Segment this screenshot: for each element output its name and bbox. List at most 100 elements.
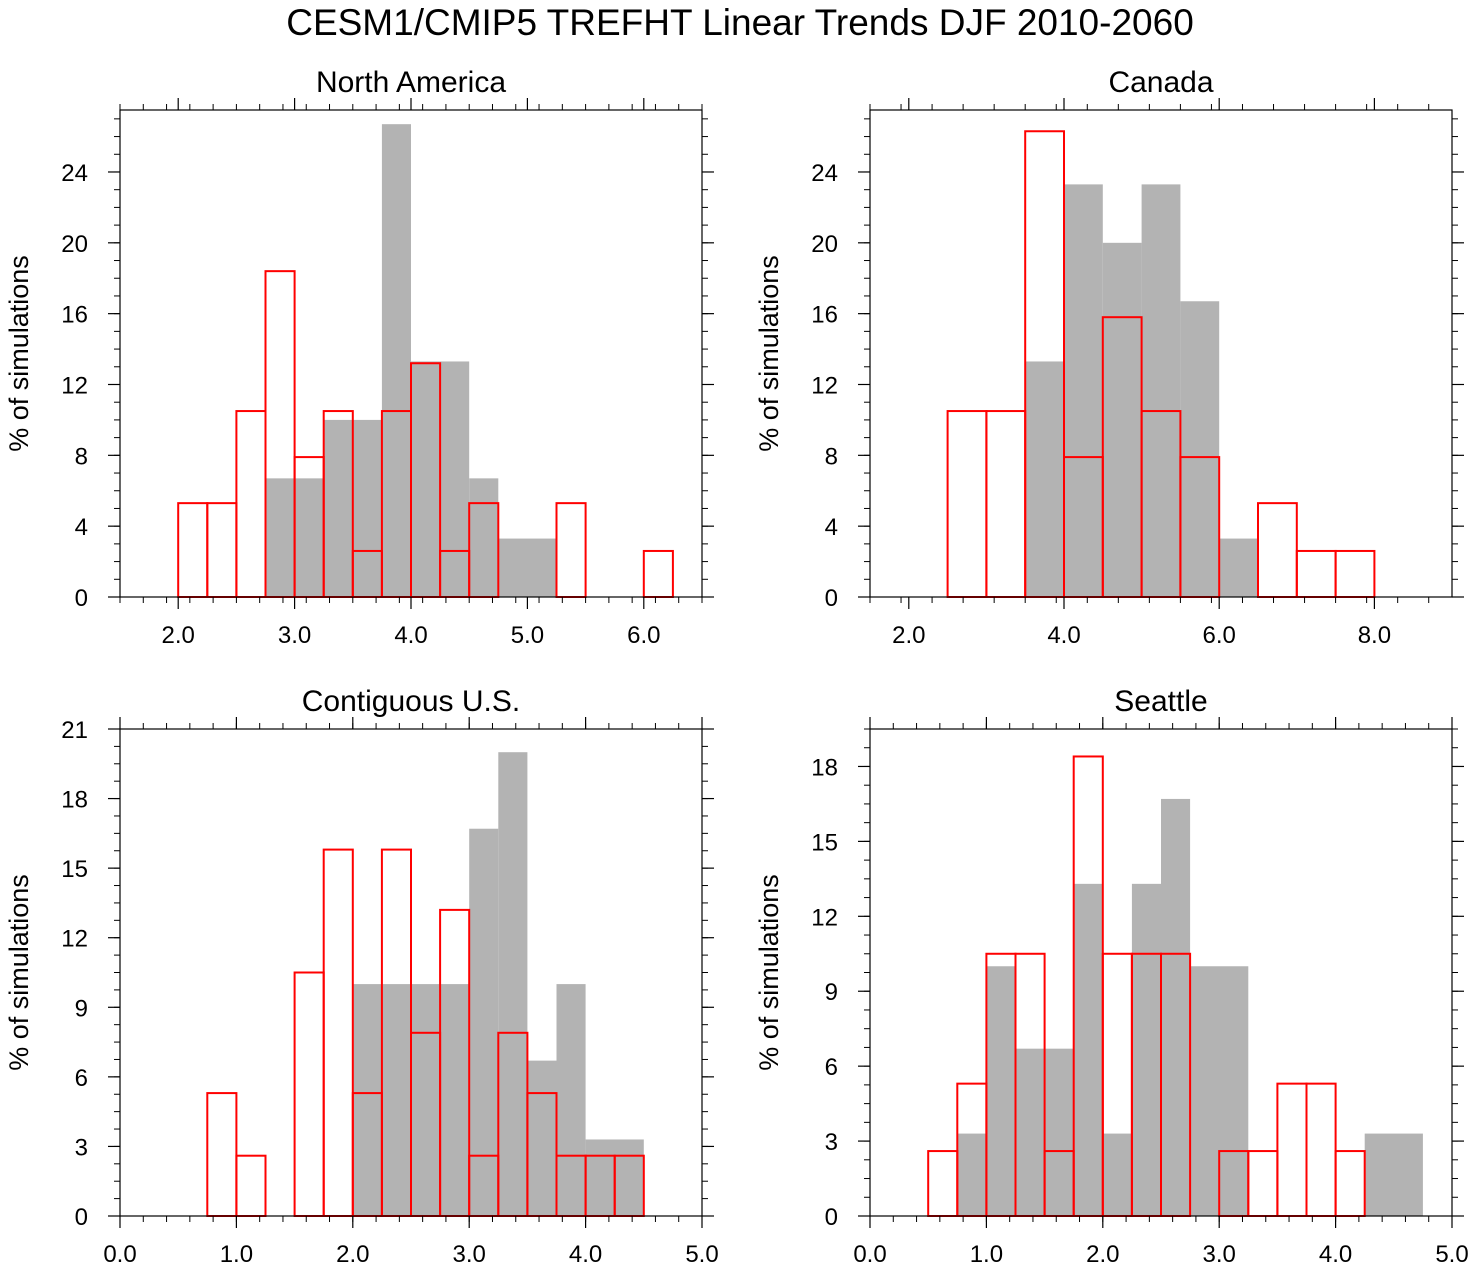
- x-tick-label: 2.0: [1086, 1241, 1119, 1268]
- panel-1: 2.0 4.0 6.0 8.0 0 4 8 12 16 20 24 Canada % of simula…: [754, 66, 1464, 649]
- y-tick-label: 0: [825, 585, 838, 612]
- x-tick-label: 5.0: [685, 1241, 718, 1268]
- bar-cesm1-4: [556, 984, 586, 1216]
- bar-cmip5-7: [1257, 502, 1298, 598]
- y-tick-label: 9: [75, 995, 88, 1022]
- bar-cesm1-4: [1180, 301, 1220, 597]
- x-tick-label: 3.0: [278, 622, 311, 649]
- bar-cmip5-3: [322, 848, 354, 1217]
- bar-cesm1-6: [1161, 798, 1191, 1216]
- bar-cmip5-1: [235, 1154, 267, 1217]
- bar-cesm1-8: [1364, 1133, 1423, 1216]
- panel-3: 0.0 1.0 2.0 3.0 4.0 5.0 0 3 6 9 12 15 18 Seattle % of …: [754, 685, 1469, 1268]
- bar-cmip5-2: [293, 971, 325, 1217]
- bar-cesm1-2: [498, 752, 528, 1216]
- y-tick-label: 6: [75, 1065, 88, 1092]
- y-tick-label: 8: [75, 443, 88, 470]
- panel-title: North America: [316, 66, 506, 99]
- panel-title: Canada: [1108, 66, 1213, 99]
- x-tick-label: 3.0: [1203, 1241, 1236, 1268]
- bar-cmip5-9: [1334, 549, 1376, 598]
- series-cesm1: [1025, 184, 1258, 598]
- y-tick-label: 12: [61, 926, 88, 953]
- bar-cmip5-13: [1334, 1150, 1366, 1217]
- x-tick-label: 2.0: [336, 1241, 369, 1268]
- bar-cmip5-2: [235, 410, 267, 598]
- x-tick-label: 4.0: [394, 622, 427, 649]
- bar-cesm1-0: [957, 1133, 987, 1216]
- bar-cesm1-1: [1064, 184, 1103, 598]
- y-tick-label: 24: [61, 160, 88, 187]
- x-tick-label: 4.0: [569, 1241, 602, 1268]
- y-tick-label: 0: [75, 585, 88, 612]
- y-axis-label: % of simulations: [4, 255, 34, 452]
- y-tick-label: 0: [825, 1204, 838, 1231]
- y-tick-label: 3: [75, 1134, 88, 1161]
- y-tick-label: 6: [825, 1054, 838, 1081]
- y-tick-label: 18: [61, 787, 88, 814]
- y-tick-label: 18: [811, 754, 838, 781]
- bar-cmip5-0: [927, 1150, 959, 1217]
- series-cesm1: [957, 798, 1423, 1216]
- x-tick-label: 5.0: [511, 622, 544, 649]
- bar-cesm1-1: [469, 828, 499, 1216]
- x-tick-label: 2.0: [162, 622, 195, 649]
- x-tick-label: 5.0: [1435, 1241, 1468, 1268]
- bar-cesm1-2: [1102, 242, 1142, 597]
- bar-cmip5-0: [206, 1092, 238, 1217]
- bar-cesm1-5: [498, 538, 557, 597]
- bar-cesm1-5: [1219, 538, 1258, 597]
- y-tick-label: 0: [75, 1204, 88, 1231]
- bar-cmip5-11: [555, 502, 587, 598]
- x-tick-label: 6.0: [627, 622, 660, 649]
- y-tick-label: 12: [811, 904, 838, 931]
- y-tick-label: 4: [825, 514, 838, 541]
- x-tick-label: 3.0: [453, 1241, 486, 1268]
- y-tick-label: 20: [61, 231, 88, 258]
- x-tick-label: 0.0: [853, 1241, 886, 1268]
- y-tick-label: 16: [811, 302, 838, 329]
- bar-cesm1-2: [381, 124, 411, 598]
- x-tick-label: 4.0: [1047, 622, 1080, 649]
- bar-cesm1-3: [1073, 883, 1103, 1216]
- panel-title: Contiguous U.S.: [302, 685, 520, 718]
- x-tick-label: 1.0: [970, 1241, 1003, 1268]
- bar-cesm1-4: [469, 478, 499, 597]
- y-tick-label: 16: [61, 302, 88, 329]
- y-tick-label: 15: [811, 829, 838, 856]
- panel-title: Seattle: [1114, 685, 1207, 718]
- y-tick-label: 24: [811, 160, 838, 187]
- y-axis-label: % of simulations: [754, 255, 784, 452]
- y-tick-label: 12: [811, 372, 838, 399]
- x-tick-label: 6.0: [1203, 622, 1236, 649]
- bar-cmip5-0: [177, 502, 209, 598]
- figure-title: CESM1/CMIP5 TREFHT Linear Trends DJF 201…: [286, 2, 1194, 43]
- y-tick-label: 12: [61, 372, 88, 399]
- panel-2: 0.0 1.0 2.0 3.0 4.0 5.0 0 3 6 9 12 15 18 21 Contiguous…: [4, 685, 719, 1268]
- bar-cmip5-1: [985, 410, 1027, 598]
- x-tick-label: 1.0: [220, 1241, 253, 1268]
- bar-cesm1-1: [986, 966, 1016, 1216]
- bar-cesm1-0: [1025, 361, 1064, 597]
- bar-cmip5-8: [1295, 549, 1337, 598]
- bar-cmip5-0: [946, 410, 988, 598]
- x-tick-label: 4.0: [1319, 1241, 1352, 1268]
- bar-cmip5-12: [1305, 1082, 1337, 1217]
- y-axis-label: % of simulations: [4, 874, 34, 1071]
- bar-cmip5-1: [206, 502, 238, 598]
- bar-cmip5-10: [1247, 1150, 1279, 1217]
- x-tick-label: 2.0: [892, 622, 925, 649]
- y-tick-label: 8: [825, 443, 838, 470]
- x-tick-label: 8.0: [1358, 622, 1391, 649]
- bar-cmip5-12: [642, 549, 674, 598]
- y-tick-label: 9: [825, 979, 838, 1006]
- y-tick-label: 4: [75, 514, 88, 541]
- y-axis-label: % of simulations: [754, 874, 784, 1071]
- plot-frame: [869, 109, 1453, 598]
- panel-0: 2.0 3.0 4.0 5.0 6.0 0 4 8 12 16 20 24 North America%…: [4, 66, 714, 649]
- bar-cesm1-3: [527, 1060, 557, 1216]
- bar-cesm1-4: [1102, 1133, 1132, 1216]
- bar-cesm1-5: [1131, 883, 1161, 1216]
- bar-cesm1-3: [1141, 184, 1181, 598]
